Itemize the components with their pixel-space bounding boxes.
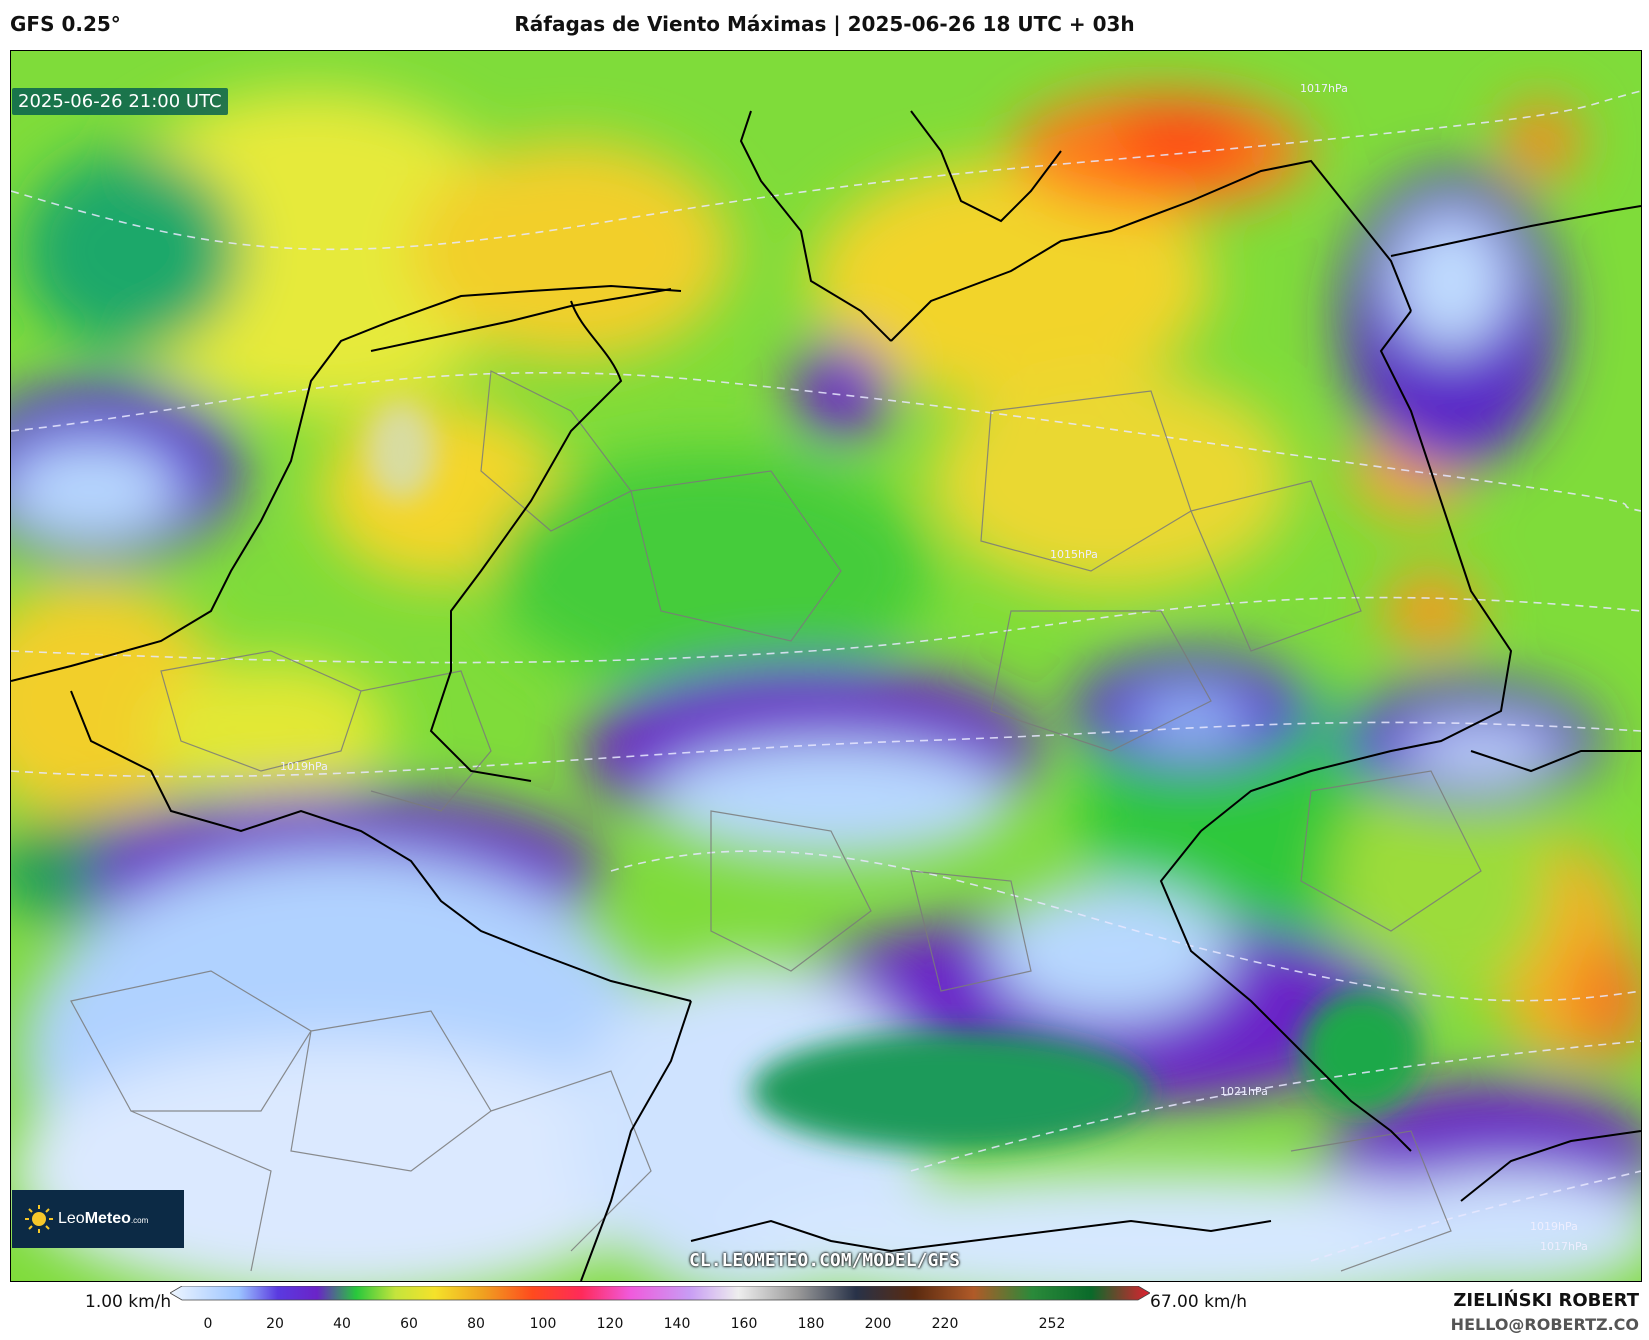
colorbar-tick: 180 <box>797 1316 825 1332</box>
colorbar-gradient <box>170 1286 1150 1301</box>
colorbar-tick: 0 <box>203 1316 213 1332</box>
chart-title: Ráfagas de Viento Máximas | 2025-06-26 1… <box>514 12 1135 36</box>
colorbar-tick: 40 <box>333 1316 351 1332</box>
logo-text: LeoMeteo.com <box>58 1210 149 1227</box>
colorbar: 1.00 km/h <box>0 1280 1649 1340</box>
model-label: GFS 0.25° <box>10 12 121 36</box>
author-name: ZIELIŃSKI ROBERT <box>1453 1290 1639 1311</box>
colorbar-tick: 100 <box>529 1316 557 1332</box>
colorbar-tick: 160 <box>730 1316 758 1332</box>
colorbar-tick: 200 <box>864 1316 892 1332</box>
colorbar-tick: 20 <box>266 1316 284 1332</box>
valid-time-label: 2025-06-26 21:00 UTC <box>12 88 228 115</box>
wind-gust-field <box>11 51 1641 1281</box>
sun-icon <box>25 1205 53 1233</box>
colorbar-min-label: 1.00 km/h <box>85 1292 172 1312</box>
colorbar-tick: 220 <box>931 1316 959 1332</box>
colorbar-tick: 60 <box>400 1316 418 1332</box>
source-url: CL.LEOMETEO.COM/MODEL/GFS <box>689 1250 960 1271</box>
colorbar-tick: 252 <box>1038 1316 1066 1332</box>
isobar-lines <box>11 90 1641 1262</box>
leometeo-logo[interactable]: LeoMeteo.com <box>12 1190 184 1248</box>
country-borders <box>11 110 1641 1281</box>
author-email: HELLO@ROBERTZ.CO <box>1450 1315 1639 1334</box>
colorbar-tick: 120 <box>596 1316 624 1332</box>
colorbar-tick: 140 <box>663 1316 691 1332</box>
admin-borders <box>70 370 1482 1272</box>
colorbar-max-label: 67.00 km/h <box>1150 1292 1247 1312</box>
map-area[interactable] <box>10 50 1642 1282</box>
colorbar-tick: 80 <box>467 1316 485 1332</box>
